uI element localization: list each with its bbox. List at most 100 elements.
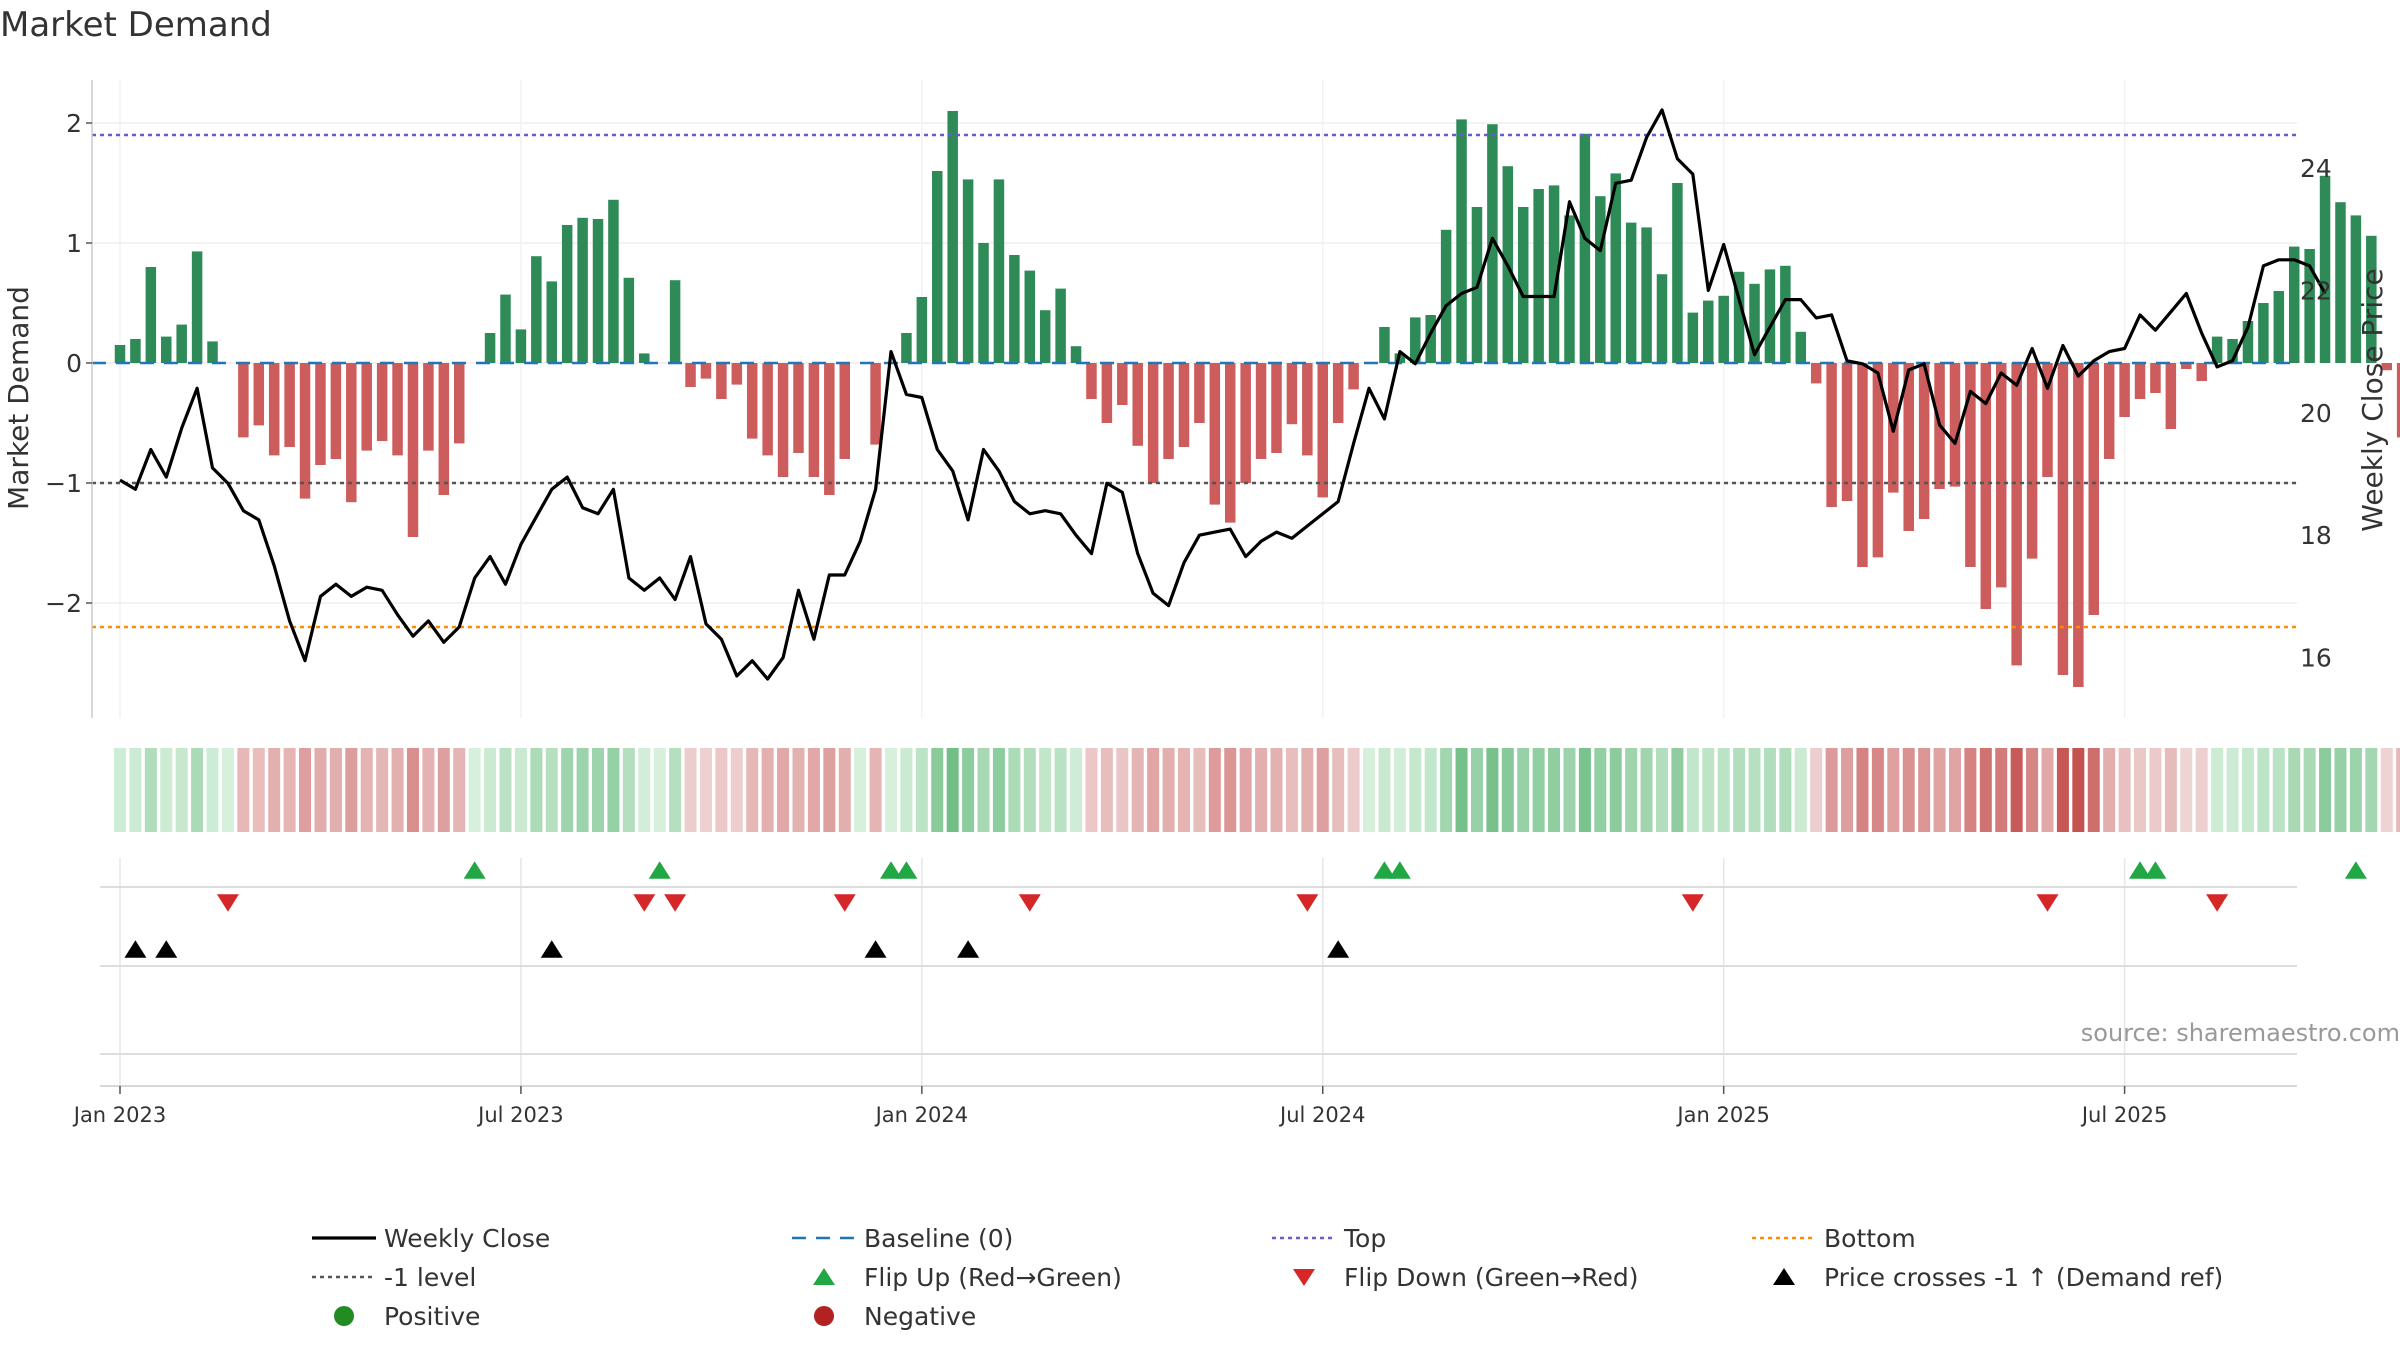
heat-cell [1347, 748, 1360, 832]
heat-cell [561, 748, 574, 832]
heat-cell [514, 748, 527, 832]
heat-cell [2303, 748, 2316, 832]
legend: Weekly Close Baseline (0) Top Bottom -1 leve… [312, 1224, 2223, 1331]
heat-cell [1563, 748, 1576, 832]
demand-bar-negative [346, 363, 357, 503]
heat-cell [144, 748, 157, 832]
flip-down-marker [664, 894, 687, 912]
heat-cell [2072, 748, 2085, 832]
y-tick-label-right: 16 [2300, 644, 2332, 673]
demand-bar-positive [2273, 291, 2285, 363]
heat-cell [607, 748, 620, 832]
flip-up-marker [2344, 861, 2367, 879]
demand-bars [114, 111, 2400, 687]
heat-cell [946, 748, 959, 832]
event-markers [100, 861, 2367, 1055]
heat-cell [1979, 748, 1992, 832]
price-cross-marker [1327, 940, 1350, 958]
demand-bar-negative [1224, 363, 1236, 523]
heat-cell [777, 748, 790, 832]
demand-bar-positive [1009, 255, 1020, 363]
heat-cell [746, 748, 759, 832]
flip-down-marker [2206, 894, 2229, 912]
heat-cell [653, 748, 666, 832]
y-tick-label-left: −1 [45, 469, 82, 498]
demand-bar-negative [284, 363, 295, 447]
demand-bar-negative [2042, 363, 2053, 477]
legend-label: Bottom [1824, 1224, 1916, 1253]
demand-bar-positive [2319, 175, 2331, 363]
demand-bar-negative [824, 363, 835, 495]
heat-cell [1671, 748, 1684, 832]
demand-bar-positive [1718, 295, 1729, 363]
heat-cell [1116, 748, 1129, 832]
legend-label: -1 level [384, 1263, 476, 1292]
demand-bar-positive [484, 333, 496, 363]
heat-cell [992, 748, 1005, 832]
heat-cell [1224, 748, 1237, 832]
demand-bar-positive [1055, 288, 1066, 363]
flip-down-marker [1296, 894, 1319, 912]
heat-cell [2103, 748, 2116, 832]
x-tick-label: Jan 2023 [72, 1103, 167, 1127]
demand-bar-negative [299, 363, 311, 499]
demand-bar-positive [2350, 215, 2362, 363]
heat-cell [453, 748, 466, 832]
demand-bar-positive [145, 267, 157, 363]
demand-bar-negative [2150, 363, 2161, 393]
demand-bar-positive [1039, 310, 1051, 363]
heat-cell [1609, 748, 1622, 832]
demand-bar-positive [916, 297, 928, 363]
demand-bar-negative [1332, 363, 1344, 423]
heat-cell [422, 748, 435, 832]
demand-bar-negative [376, 363, 388, 441]
demand-bar-positive [1548, 185, 1560, 363]
demand-bar-negative [2073, 363, 2084, 687]
demand-bar-positive [1780, 265, 1791, 363]
flip-down-marker [216, 894, 239, 912]
demand-bar-positive [2258, 303, 2269, 363]
heat-cell [2041, 748, 2054, 832]
demand-bar-negative [1147, 363, 1159, 483]
heat-cell [2118, 748, 2131, 832]
heat-cell [499, 748, 512, 832]
legend-label: Top [1343, 1224, 1386, 1253]
demand-bar-negative [1132, 363, 1143, 446]
heat-cell [1070, 748, 1083, 832]
demand-bar-negative [1286, 363, 1298, 425]
x-tick-label: Jul 2023 [476, 1103, 563, 1127]
heat-cell [1825, 748, 1838, 832]
demand-bar-negative [1271, 363, 1282, 453]
flip-up-marker [2144, 861, 2167, 879]
heat-cell [1532, 748, 1545, 832]
demand-bar-positive [2288, 246, 2300, 363]
demand-bar-negative [2088, 363, 2100, 615]
demand-bar-positive [639, 353, 650, 363]
heat-cell [1717, 748, 1730, 832]
demand-bar-positive [1672, 183, 1683, 363]
demand-bar-negative [777, 363, 789, 477]
demand-bar-negative [762, 363, 773, 456]
heat-cell [977, 748, 990, 832]
heat-cell [1686, 748, 1699, 832]
demand-bar-negative [716, 363, 727, 399]
demand-bar-negative [1117, 363, 1128, 405]
legend-label: Positive [384, 1302, 480, 1331]
demand-bar-negative [731, 363, 743, 385]
flip-down-marker [1681, 894, 1704, 912]
demand-bar-positive [1687, 312, 1699, 363]
heat-cell [1656, 748, 1668, 832]
demand-bar-positive [608, 199, 619, 363]
heat-cell [1548, 748, 1561, 832]
demand-bar-negative [793, 363, 804, 453]
heat-cell [761, 748, 774, 832]
demand-bar-positive [1070, 346, 1082, 363]
demand-bar-positive [130, 339, 141, 363]
y-tick-label-left: 2 [66, 109, 82, 138]
demand-bar-negative [2196, 363, 2207, 381]
heat-cell [2056, 748, 2069, 832]
heat-cell [2349, 748, 2362, 832]
heat-cell [669, 748, 682, 832]
demand-bar-negative [1348, 363, 1359, 390]
